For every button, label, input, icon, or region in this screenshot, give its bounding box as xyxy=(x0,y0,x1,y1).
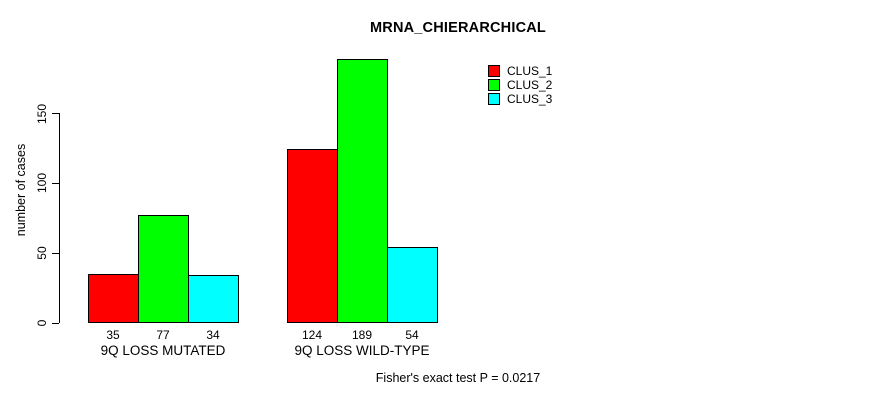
legend: CLUS_1 CLUS_2 CLUS_3 xyxy=(488,64,552,106)
bar-clus_3-group2 xyxy=(387,247,438,324)
y-tick-label: 150 xyxy=(35,103,49,124)
legend-item-clus-2: CLUS_2 xyxy=(488,78,552,92)
bar-clus_1-group2 xyxy=(287,149,338,324)
x-category-label: 9Q LOSS MUTATED xyxy=(100,343,226,358)
y-tick-label: 50 xyxy=(35,246,49,260)
legend-label-clus-3: CLUS_3 xyxy=(507,92,553,106)
bar-value-label: 54 xyxy=(405,328,419,342)
bar-value-label: 77 xyxy=(156,328,170,342)
legend-swatch-clus-3 xyxy=(488,93,500,105)
bar-value-label: 124 xyxy=(301,328,323,342)
y-tick-label: 100 xyxy=(35,173,49,194)
bar-value-label: 34 xyxy=(206,328,220,342)
bar-value-label: 35 xyxy=(106,328,120,342)
legend-item-clus-1: CLUS_1 xyxy=(488,64,552,78)
y-tick-mark xyxy=(51,322,59,324)
y-tick-mark xyxy=(51,252,59,254)
bar-clus_1-group1 xyxy=(88,273,139,324)
bar-clus_2-group1 xyxy=(138,214,189,324)
footnote-fisher-test: Fisher's exact test P = 0.0217 xyxy=(375,371,541,385)
x-category-label: 9Q LOSS WILD-TYPE xyxy=(294,343,430,358)
legend-item-clus-3: CLUS_3 xyxy=(488,92,552,106)
legend-swatch-clus-2 xyxy=(488,79,500,91)
y-tick-label: 0 xyxy=(35,319,49,327)
legend-label-clus-2: CLUS_2 xyxy=(507,78,553,92)
bar-clus_2-group2 xyxy=(337,58,388,324)
chart-title: MRNA_CHIERARCHICAL xyxy=(370,20,546,36)
legend-label-clus-1: CLUS_1 xyxy=(507,64,553,78)
y-tick-mark xyxy=(51,113,59,114)
y-axis-label: number of cases xyxy=(14,143,28,237)
bar-clus_3-group1 xyxy=(188,275,239,324)
y-axis-line xyxy=(58,113,60,324)
legend-swatch-clus-1 xyxy=(488,65,500,77)
y-tick-mark xyxy=(51,182,59,184)
bar-value-label: 189 xyxy=(351,328,373,342)
